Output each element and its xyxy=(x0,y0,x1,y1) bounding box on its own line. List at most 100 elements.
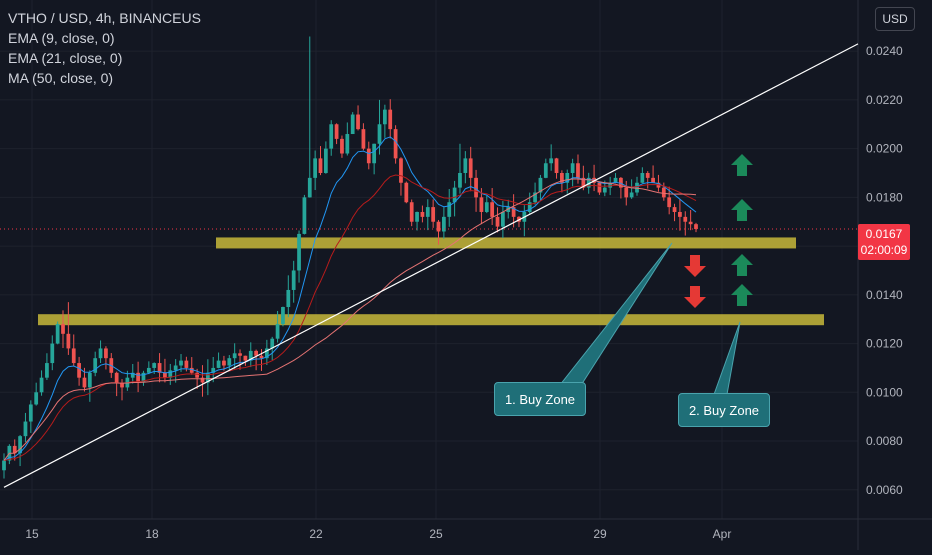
candle-body xyxy=(28,404,33,422)
candle-body xyxy=(2,460,6,471)
candle-body xyxy=(281,307,285,325)
candle-body xyxy=(404,182,409,203)
candle-body xyxy=(12,445,17,454)
candle-body xyxy=(130,372,135,378)
candle-body xyxy=(586,177,591,188)
candle-body xyxy=(168,370,173,378)
candle-body xyxy=(511,207,516,217)
candle-body xyxy=(302,197,307,234)
candle-body xyxy=(334,124,339,139)
buy-zone-band xyxy=(216,237,796,249)
candle-body xyxy=(570,163,575,173)
currency-button[interactable]: USD xyxy=(875,7,915,31)
candle-body xyxy=(146,367,151,373)
symbol-title[interactable]: VTHO / USD, 4h, BINANCEUS xyxy=(8,10,201,26)
candle-body xyxy=(227,358,232,366)
candle-body xyxy=(645,173,650,178)
candle-body xyxy=(549,158,554,164)
candle-body xyxy=(286,289,291,308)
buy-zone-band xyxy=(38,314,824,326)
candle-body xyxy=(436,221,441,232)
indicator-ema9[interactable]: EMA (9, close, 0) xyxy=(8,30,115,46)
candle-body xyxy=(340,138,344,154)
y-tick-label: 0.0200 xyxy=(866,142,903,156)
y-tick-label: 0.0220 xyxy=(866,93,903,107)
candle-body xyxy=(629,192,634,198)
candle-body xyxy=(259,355,264,359)
candle-body xyxy=(77,363,81,378)
candle-body xyxy=(441,216,446,232)
up-arrow-icon xyxy=(731,284,753,306)
candle-body xyxy=(484,202,489,212)
candle-body xyxy=(264,348,269,359)
x-tick-label: Apr xyxy=(713,527,732,541)
candle-body xyxy=(458,173,462,188)
candle-body xyxy=(93,358,98,373)
candle-body xyxy=(672,207,677,212)
x-tick-label: 29 xyxy=(593,527,607,541)
indicator-ma50[interactable]: MA (50, close, 0) xyxy=(8,70,114,86)
candle-body xyxy=(345,134,350,154)
candle-body xyxy=(688,221,693,225)
candle-body xyxy=(565,173,570,183)
candle-body xyxy=(651,177,655,183)
candle-body xyxy=(533,192,537,203)
candle-body xyxy=(602,187,607,193)
candle-body xyxy=(136,372,140,383)
candle-body xyxy=(232,353,237,359)
candle-body xyxy=(350,114,355,135)
indicator-ema21[interactable]: EMA (21, close, 0) xyxy=(8,50,123,66)
candle-body xyxy=(243,355,248,361)
candle-body xyxy=(608,182,613,188)
candle-body xyxy=(683,216,688,222)
candle-body xyxy=(307,177,312,198)
y-tick-label: 0.0100 xyxy=(866,385,903,399)
candle-body xyxy=(399,158,403,183)
candle-body xyxy=(447,202,452,217)
buy-zone-2-label: 2. Buy Zone xyxy=(678,393,770,427)
candle-body xyxy=(98,348,103,359)
ma-50-line xyxy=(3,178,697,461)
candle-body xyxy=(254,350,259,356)
candle-body xyxy=(468,158,473,178)
bar-countdown: 02:00:09 xyxy=(860,243,908,257)
candle-body xyxy=(270,338,275,349)
x-tick-label: 18 xyxy=(145,527,159,541)
candle-body xyxy=(82,377,87,388)
candle-body xyxy=(120,382,124,388)
buy-zone-1-label: 1. Buy Zone xyxy=(494,382,586,416)
candle-body xyxy=(87,372,92,388)
candle-body xyxy=(635,182,639,193)
candle-body xyxy=(222,360,226,366)
up-arrow-icon xyxy=(731,254,753,276)
x-tick-label: 15 xyxy=(25,527,39,541)
candle-body xyxy=(66,333,71,349)
buy-zone-2-pointer xyxy=(711,321,741,401)
candle-body xyxy=(114,372,119,383)
candle-body xyxy=(104,348,108,359)
x-tick-label: 22 xyxy=(309,527,323,541)
candle-body xyxy=(361,129,366,149)
candle-body xyxy=(495,216,500,227)
candle-body xyxy=(490,202,495,217)
last-price-tag: 0.0167 02:00:09 xyxy=(858,224,910,260)
candle-body xyxy=(678,211,682,217)
y-tick-label: 0.0240 xyxy=(866,44,903,58)
candle-body xyxy=(173,365,178,371)
candle-body xyxy=(323,148,328,173)
candle-body xyxy=(576,163,580,178)
ema-9-line xyxy=(3,136,697,461)
candle-body xyxy=(506,207,511,212)
y-tick-label: 0.0120 xyxy=(866,337,903,351)
candle-body xyxy=(179,360,183,366)
candle-body xyxy=(554,158,559,173)
candle-body xyxy=(184,360,189,368)
candle-body xyxy=(200,377,205,383)
candle-body xyxy=(152,363,157,368)
candle-body xyxy=(463,158,468,173)
candle-body xyxy=(291,270,296,290)
candle-body xyxy=(619,177,623,188)
candle-body xyxy=(329,124,334,149)
candle-body xyxy=(560,173,564,183)
